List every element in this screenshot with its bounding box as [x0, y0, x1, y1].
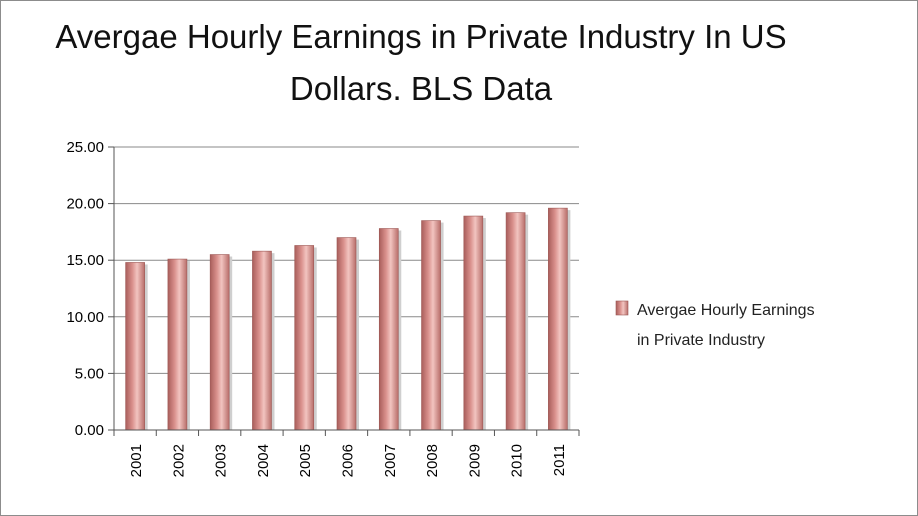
bar-2001: [125, 262, 145, 431]
bar-2004: [252, 250, 272, 431]
bar-2007: [378, 228, 399, 431]
x-tick-label: 2002: [170, 444, 187, 477]
x-tick-label: 2004: [255, 444, 272, 477]
x-tick-label: 2008: [424, 444, 441, 477]
y-tick-label: 25.00: [66, 139, 104, 156]
bar-2011: [548, 207, 568, 431]
x-tick-label: 2010: [509, 444, 526, 477]
y-tick-label: 10.00: [66, 309, 104, 326]
y-tick-label: 0.00: [75, 422, 104, 439]
legend-label: Avergae Hourly Earnings in Private Indust…: [637, 302, 815, 349]
x-tick-label: 2007: [382, 444, 399, 477]
bar-2009: [463, 215, 484, 431]
y-tick-label: 15.00: [66, 252, 104, 269]
chart-title: Avergae Hourly Earnings in Private Indus…: [55, 18, 787, 107]
bar-2008: [421, 220, 441, 431]
x-tick-label: 2001: [128, 444, 145, 477]
bar-2010: [505, 212, 526, 431]
bar-2003: [209, 254, 230, 431]
x-tick-label: 2011: [551, 444, 568, 476]
bar-2006: [336, 237, 357, 431]
y-tick-label: 20.00: [66, 196, 104, 213]
bar-2002: [167, 258, 188, 431]
y-tick-label: 5.00: [75, 365, 104, 382]
legend-swatch: [615, 300, 629, 316]
x-tick-label: 2003: [213, 444, 230, 477]
x-tick-label: 2009: [466, 444, 483, 477]
x-tick-label: 2006: [340, 444, 357, 477]
x-tick-label: 2005: [297, 444, 314, 477]
bar-2005: [294, 245, 315, 431]
